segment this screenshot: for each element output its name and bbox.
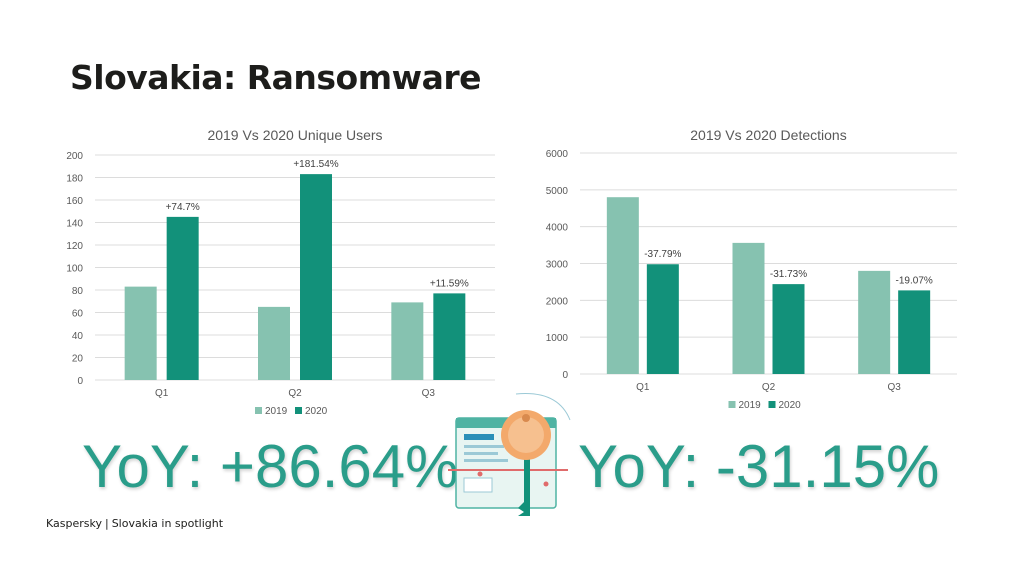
- y-tick-label: 6000: [546, 149, 569, 160]
- y-tick-label: 0: [77, 376, 83, 387]
- y-tick-label: 100: [66, 264, 83, 275]
- y-tick-label: 0: [562, 370, 568, 381]
- x-tick-label: Q1: [155, 388, 169, 399]
- data-label: -31.73%: [770, 269, 807, 280]
- bar-2019-Q3: [391, 302, 424, 380]
- legend-swatch-2019: [255, 407, 262, 414]
- y-tick-label: 1000: [546, 333, 569, 344]
- x-tick-label: Q1: [636, 382, 650, 393]
- x-tick-label: Q3: [887, 382, 901, 393]
- footer-brand: Kaspersky: [46, 517, 102, 530]
- x-tick-label: Q2: [762, 382, 776, 393]
- bar-2019-Q2: [732, 242, 765, 374]
- y-tick-label: 120: [66, 241, 83, 252]
- bar-2019-Q2: [258, 306, 290, 380]
- legend-swatch-2020: [768, 401, 776, 408]
- data-label: -19.07%: [896, 275, 933, 286]
- legend-label: 2019: [739, 400, 762, 411]
- bar-2020-Q2: [300, 174, 332, 380]
- legend-swatch-2020: [295, 407, 302, 414]
- key-document-icon: [448, 393, 571, 516]
- footer-text: Slovakia in spotlight: [111, 517, 224, 530]
- slide-title: Slovakia: Ransomware: [70, 58, 482, 97]
- unique-users-chart: 2019 Vs 2020 Unique Users 0 20 40 60 80 100 120…: [66, 127, 495, 417]
- data-label: -37.79%: [644, 249, 681, 260]
- footer-separator: |: [104, 517, 109, 530]
- y-tick-label: 4000: [546, 223, 569, 234]
- y-tick-label: 140: [66, 219, 83, 230]
- bar-2019-Q1: [606, 197, 639, 374]
- detections-chart: 2019 Vs 2020 Detections 0 1000 2000 3000 4000…: [546, 127, 957, 411]
- legend-label: 2020: [779, 400, 802, 411]
- footer: Kaspersky | Slovakia in spotlight: [46, 517, 223, 530]
- y-tick-label: 3000: [546, 260, 569, 271]
- bar-2020-Q2: [772, 284, 805, 374]
- data-label: +74.7%: [166, 202, 200, 213]
- y-tick-label: 60: [72, 309, 84, 320]
- chart-title: 2019 Vs 2020 Detections: [690, 127, 846, 143]
- y-tick-label: 20: [72, 354, 84, 365]
- yoy-users-value: YoY: +86.64%: [82, 433, 459, 500]
- bar-2019-Q3: [858, 270, 891, 374]
- legend-swatch-2019: [728, 401, 736, 408]
- bar-2020-Q1: [166, 216, 199, 380]
- bar-2020-Q1: [646, 264, 679, 374]
- bar-2019-Q1: [124, 286, 157, 380]
- y-tick-label: 160: [66, 196, 83, 207]
- data-label: +181.54%: [293, 159, 338, 170]
- bar-2020-Q3: [433, 293, 466, 380]
- chart-title: 2019 Vs 2020 Unique Users: [207, 127, 382, 143]
- y-tick-label: 40: [72, 331, 84, 342]
- bar-2020-Q3: [898, 290, 931, 374]
- yoy-detections-value: YoY: -31.15%: [578, 433, 940, 500]
- y-tick-label: 5000: [546, 186, 569, 197]
- y-tick-label: 200: [66, 151, 83, 162]
- legend-label: 2020: [305, 406, 328, 417]
- legend-label: 2019: [265, 406, 288, 417]
- y-tick-label: 80: [72, 286, 84, 297]
- y-tick-label: 180: [66, 174, 83, 185]
- x-tick-label: Q2: [288, 388, 302, 399]
- data-label: +11.59%: [430, 278, 469, 289]
- y-tick-label: 2000: [546, 296, 569, 307]
- x-tick-label: Q3: [422, 388, 436, 399]
